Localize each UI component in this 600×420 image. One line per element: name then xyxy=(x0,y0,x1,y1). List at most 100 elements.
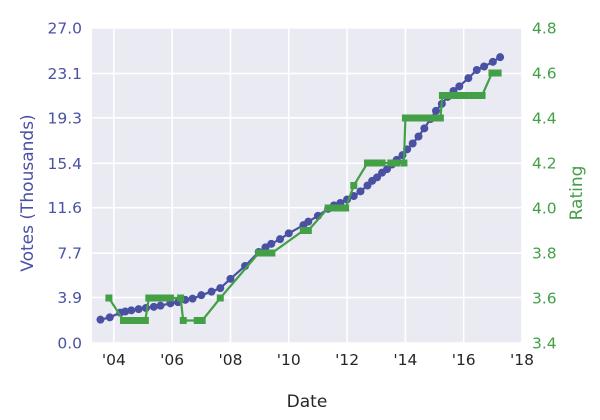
marker-rating xyxy=(449,92,457,99)
marker-votes-thousands xyxy=(156,301,165,310)
marker-votes-thousands xyxy=(134,305,143,314)
marker-rating xyxy=(268,249,276,257)
marker-rating xyxy=(416,114,424,122)
marker-rating xyxy=(141,317,149,324)
marker-rating xyxy=(304,227,312,234)
x-tick-label: '04 xyxy=(102,351,126,369)
marker-votes-thousands xyxy=(105,313,114,322)
y-right-tick-label: 4.8 xyxy=(532,20,557,38)
marker-votes-thousands xyxy=(121,307,130,316)
marker-votes-thousands xyxy=(496,53,505,62)
marker-votes-thousands xyxy=(284,229,293,238)
marker-rating xyxy=(336,204,344,212)
marker-votes-thousands xyxy=(188,294,197,303)
y-left-tick-label: 3.9 xyxy=(57,289,82,307)
y-right-tick-label: 3.4 xyxy=(532,335,557,353)
marker-votes-thousands xyxy=(455,82,464,91)
marker-votes-thousands xyxy=(356,187,365,196)
marker-rating xyxy=(368,159,376,167)
marker-rating xyxy=(350,182,358,189)
x-tick-label: '06 xyxy=(160,351,184,369)
marker-rating xyxy=(400,159,408,167)
marker-votes-thousands xyxy=(276,235,285,244)
marker-rating xyxy=(150,294,158,302)
marker-votes-thousands xyxy=(480,62,489,71)
marker-rating xyxy=(255,249,263,257)
marker-rating xyxy=(179,317,187,324)
y-right-tick-label: 4.4 xyxy=(532,110,557,128)
marker-rating xyxy=(438,92,446,99)
y-right-tick-label: 3.8 xyxy=(532,245,557,263)
marker-rating xyxy=(119,317,127,324)
marker-rating xyxy=(428,114,436,122)
marker-rating xyxy=(373,159,381,167)
marker-rating xyxy=(467,92,475,99)
y-left-tick-label: 23.1 xyxy=(47,65,82,83)
marker-rating xyxy=(436,114,444,122)
x-tick-label: '12 xyxy=(335,351,359,369)
y-left-tick-label: 19.3 xyxy=(47,109,82,127)
y-right-tick-label: 4.0 xyxy=(532,200,557,218)
marker-votes-thousands xyxy=(149,302,158,311)
marker-votes-thousands xyxy=(127,306,136,315)
x-axis-label: Date xyxy=(286,392,328,412)
marker-rating xyxy=(193,317,201,324)
marker-rating xyxy=(378,159,386,167)
y-right-tick-label: 4.2 xyxy=(532,155,557,173)
marker-rating xyxy=(488,69,496,77)
marker-votes-thousands xyxy=(420,124,429,133)
marker-votes-thousands xyxy=(414,132,423,141)
marker-votes-thousands xyxy=(488,57,497,66)
marker-rating xyxy=(216,294,224,302)
marker-rating xyxy=(461,92,469,99)
marker-rating xyxy=(124,317,132,324)
marker-rating xyxy=(422,114,430,122)
x-tick-label: '10 xyxy=(277,351,301,369)
marker-votes-thousands xyxy=(207,287,216,296)
marker-rating xyxy=(261,249,269,257)
marker-rating xyxy=(406,114,414,122)
marker-votes-thousands xyxy=(197,291,206,300)
marker-rating xyxy=(161,294,169,302)
x-tick-label: '16 xyxy=(452,351,476,369)
marker-votes-thousands xyxy=(432,106,440,115)
marker-rating xyxy=(455,92,463,99)
y-axis-left-label: Votes (Thousands) xyxy=(18,114,38,272)
x-tick-label: '18 xyxy=(510,351,534,369)
x-tick-label: '08 xyxy=(218,351,242,369)
x-tick-label: '14 xyxy=(393,351,417,369)
marker-rating xyxy=(410,114,418,122)
y-left-tick-label: 11.6 xyxy=(47,199,82,217)
marker-rating xyxy=(363,159,371,167)
marker-rating xyxy=(129,317,137,324)
marker-rating xyxy=(166,294,174,302)
marker-rating xyxy=(494,69,502,77)
marker-rating xyxy=(105,294,113,302)
y-left-tick-label: 7.7 xyxy=(57,245,82,263)
marker-votes-thousands xyxy=(96,315,105,324)
y-left-tick-label: 27.0 xyxy=(47,20,82,38)
y-left-tick-label: 0.0 xyxy=(57,335,82,353)
marker-rating xyxy=(444,92,452,99)
marker-votes-thousands xyxy=(472,66,481,74)
marker-rating xyxy=(177,294,185,302)
marker-rating xyxy=(135,317,143,324)
marker-rating xyxy=(145,294,153,302)
marker-votes-thousands xyxy=(226,274,235,283)
y-left-tick-label: 15.4 xyxy=(47,155,82,173)
marker-rating xyxy=(401,114,409,122)
marker-votes-thousands xyxy=(261,243,270,252)
marker-rating xyxy=(478,92,486,99)
marker-rating xyxy=(299,227,307,234)
marker-rating xyxy=(324,204,332,212)
marker-votes-thousands xyxy=(216,284,225,293)
y-right-tick-label: 3.6 xyxy=(532,290,557,308)
marker-rating xyxy=(473,92,481,99)
y-axis-right-label: Rating xyxy=(567,165,587,221)
marker-votes-thousands xyxy=(304,217,313,226)
marker-votes-thousands xyxy=(464,74,473,83)
marker-rating xyxy=(387,159,395,167)
marker-rating xyxy=(330,204,338,212)
